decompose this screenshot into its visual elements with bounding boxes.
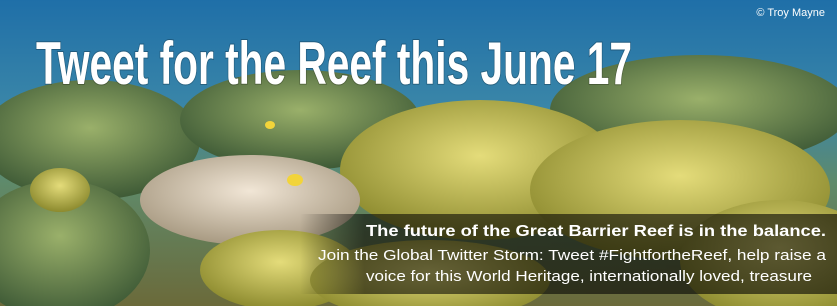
body-line: Join the Global Twitter Storm: Tweet #Fi…	[318, 248, 827, 264]
page: © Troy Mayne Tweet for the Reef this Jun…	[0, 0, 837, 306]
banner: © Troy Mayne Tweet for the Reef this Jun…	[0, 0, 837, 306]
banner-title: Tweet for the Reef this June 17	[36, 30, 632, 97]
photo-credit: © Troy Mayne	[756, 7, 825, 19]
body-line: voice for this World Heritage, internati…	[366, 269, 812, 285]
headline: The future of the Great Barrier Reef is …	[366, 223, 826, 240]
